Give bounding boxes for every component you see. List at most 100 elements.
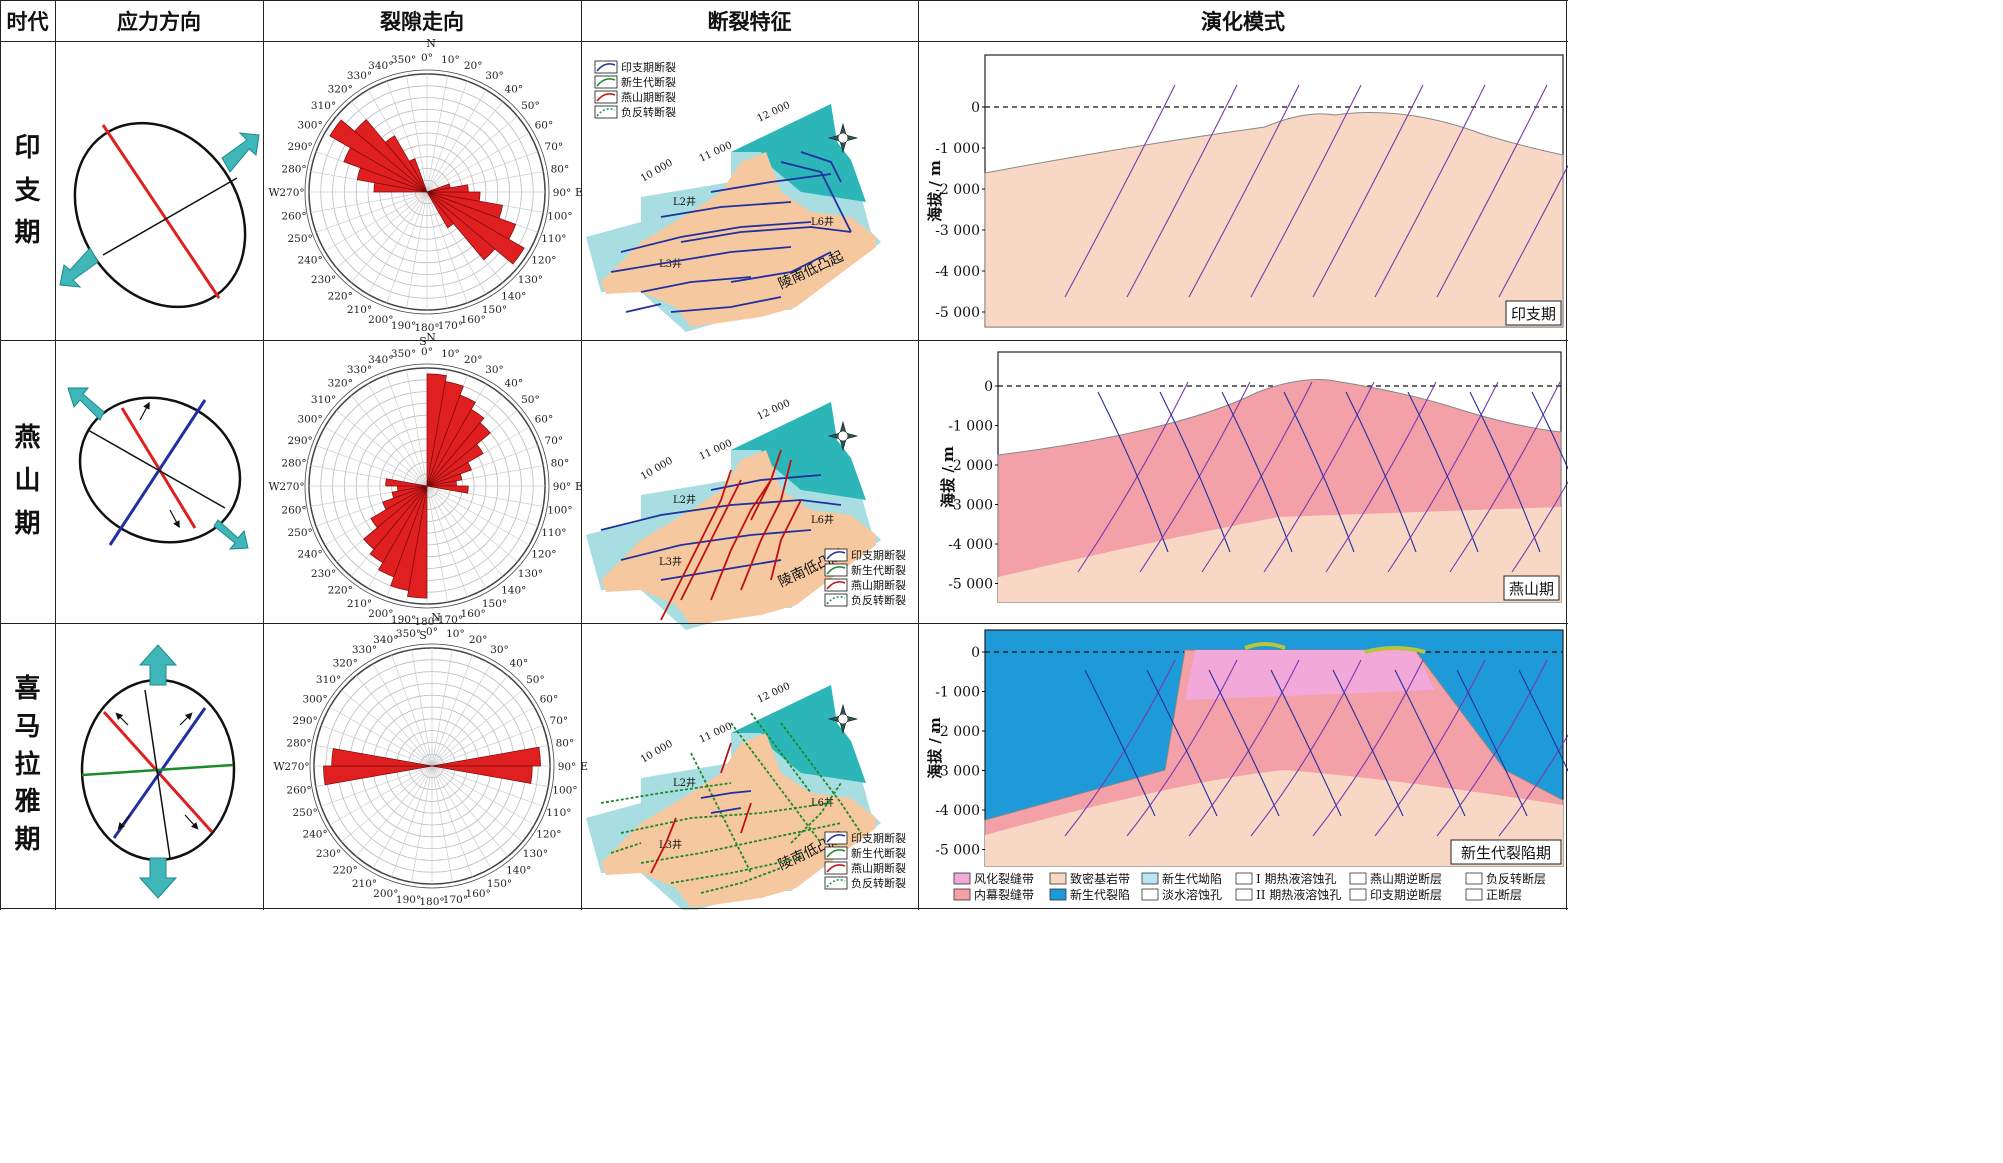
rose-angle-label: 170°: [438, 320, 463, 332]
rose-angle-label: 330°: [347, 70, 372, 82]
rose-petal: [373, 182, 428, 193]
rose-east-label: E: [575, 186, 583, 199]
rose-grid-spoke: [431, 765, 509, 857]
stress-ellipse-himalayan: [80, 644, 236, 899]
legend-swatch: [1465, 872, 1483, 885]
profile-tick-label: -1 000: [948, 419, 993, 435]
table-col-divider: [581, 0, 582, 910]
era-label-himalayan: 喜 马 拉 雅 期: [0, 623, 55, 908]
rose-grid-spoke: [350, 395, 428, 487]
map-legend-line: [826, 849, 846, 858]
rose-angle-label: 140°: [501, 584, 526, 596]
legend-swatch: [1349, 872, 1367, 885]
rose-grid-spoke: [431, 765, 492, 869]
rose-angle-label: 120°: [531, 255, 556, 267]
profile-tag-label: 新生代裂陷期: [1461, 844, 1551, 862]
rose-angle-label: 90°: [553, 481, 572, 493]
rose-angle-label: 40°: [509, 658, 528, 670]
map-contour-label: 10 000: [639, 739, 675, 766]
map-deep-area: [731, 402, 866, 500]
legend-label: 新生代裂陷: [1070, 887, 1130, 902]
yanshanian-thrust-line: [1469, 391, 1541, 553]
rose-angle-label: 210°: [347, 304, 372, 316]
rose-angle-label: 290°: [287, 435, 312, 447]
rose-angle-label: 180°: [414, 322, 439, 334]
rose-angle-label: 220°: [328, 290, 353, 302]
rose-angle-label: 320°: [333, 658, 358, 670]
rose-angle-label: 150°: [487, 878, 512, 890]
rose-grid-spoke: [320, 725, 433, 767]
profile-tick-label: -2 000: [948, 458, 993, 474]
legend-label: 风化裂缝带: [974, 871, 1034, 886]
rose-petal: [363, 485, 428, 550]
rose-angle-label: 330°: [352, 644, 377, 656]
rose-grid-spoke: [426, 485, 468, 598]
rose-grid-spoke: [426, 191, 468, 304]
rose-grid-spoke: [355, 675, 433, 767]
map-legend-label: 新生代断裂: [621, 75, 676, 89]
rose-angle-label: 190°: [396, 894, 421, 906]
yanshanian-thrust-line: [1221, 391, 1293, 553]
legend-swatch: [1235, 888, 1253, 901]
map-legend-label: 印支期断裂: [621, 60, 676, 74]
thrust-fault-line: [1374, 659, 1486, 837]
map-legend-swatch: [824, 876, 848, 890]
profile-tick-label: -2 000: [935, 182, 980, 198]
map-legend-label: 燕山期断裂: [621, 90, 676, 104]
rose-grid-spoke: [426, 75, 448, 193]
legend-label: 淡水溶蚀孔: [1162, 887, 1222, 902]
yanshanian-thrust-line: [1518, 669, 1568, 772]
negative-inversion-fault-line: [610, 842, 642, 854]
rose-grid-spoke: [431, 649, 453, 767]
era-char: 燕: [14, 423, 41, 454]
rose-angle-label: 90°: [558, 761, 577, 773]
rose-south-label: S: [419, 335, 427, 348]
rose-angle-label: 170°: [443, 894, 468, 906]
table-border-left: [0, 0, 1, 910]
rose-angle-label: 180°: [414, 616, 439, 628]
negative-inversion-fault-line: [620, 802, 832, 834]
yanshanian-thrust-line: [1345, 391, 1417, 553]
legend-label: 燕山期逆断层: [1370, 871, 1442, 886]
rose-angle-label: 290°: [292, 715, 317, 727]
thrust-fault-line: [1449, 381, 1561, 573]
thrust-fault-line: [1139, 381, 1251, 573]
rose-angle-label: 170°: [438, 614, 463, 626]
profile-tick-label: -3 000: [935, 764, 980, 780]
rose-petal: [408, 158, 428, 193]
indosinian-fault-line: [620, 221, 812, 253]
compression-arrow-icon: [67, 387, 105, 421]
rose-grid-spoke: [426, 191, 448, 309]
negative-inversion-fault-line: [700, 867, 782, 894]
rose-angle-label: 270°: [279, 187, 304, 199]
era-label-yanshanian: 燕 山 期: [0, 340, 55, 623]
rose-petal: [431, 765, 533, 784]
rose-angle-label: 250°: [287, 233, 312, 245]
map-contour-label: 11 000: [698, 140, 734, 165]
thrust-fault-line: [1188, 84, 1300, 298]
rose-grid-spoke: [329, 706, 433, 767]
rose-angle-label: 300°: [302, 694, 327, 706]
rose-angle-label: 260°: [281, 504, 306, 516]
rose-grid-spoke: [355, 765, 433, 857]
rose-grid-spoke: [431, 765, 473, 878]
rose-angle-label: 10°: [446, 628, 465, 640]
map-legend-swatch: [594, 90, 618, 104]
rose-angle-label: 340°: [373, 634, 398, 646]
rose-grid-spoke: [426, 89, 487, 193]
indosinian-fault-line: [700, 790, 752, 799]
indosinian-fault-line: [670, 296, 782, 313]
map-legend-line: [826, 879, 846, 888]
extension-arrow-icon: [138, 857, 178, 899]
compass-center: [837, 713, 849, 725]
stress-ellipse-indosinian: [59, 121, 260, 309]
rose-petal: [356, 167, 428, 193]
negative-inversion-fault-line: [780, 722, 862, 834]
profile-indosinian: 海拔 / m 0 -1 000 -2 000 -3 000 -4 000 -5 000 印支期: [926, 54, 1568, 328]
rose-grid-spoke: [431, 765, 535, 826]
rose-grid-spoke: [386, 374, 428, 487]
rose-angle-label: 210°: [352, 878, 377, 890]
table-col-divider: [55, 0, 56, 910]
rose-angle-label: 60°: [535, 414, 554, 426]
header-evolution-model: 演化模式: [1201, 10, 1285, 34]
